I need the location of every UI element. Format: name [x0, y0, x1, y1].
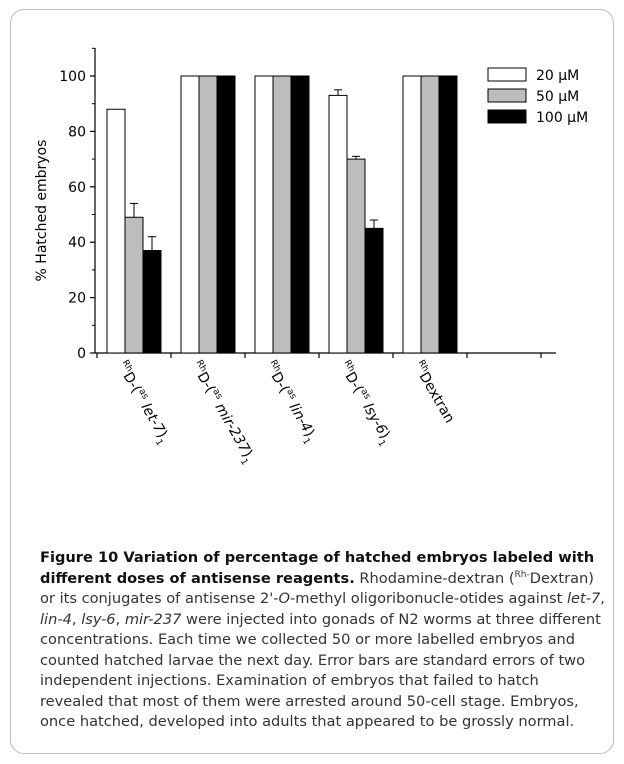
- bar-2-series-1: [272, 75, 292, 354]
- caption-gene-let7: let-7: [566, 590, 601, 607]
- bar-4-series-1: [420, 75, 440, 354]
- bar-2-series-0: [254, 75, 274, 354]
- caption-italic-o: O: [278, 590, 291, 607]
- caption-comma-3: ,: [115, 610, 125, 628]
- y-tick-label-20: 20: [68, 291, 86, 307]
- caption-gene-lin4: lin-4: [40, 610, 72, 628]
- bar-3-series-2: [364, 227, 384, 354]
- y-tick-label-60: 60: [68, 180, 86, 196]
- caption-text-3: -methyl oligoribonucle-otides against: [290, 590, 567, 607]
- bar-0-series-2: [142, 250, 162, 354]
- bar-2-series-2: [290, 75, 310, 354]
- bar-3-series-1: [346, 158, 366, 354]
- caption-text-4: were injected into gonads of N2 worms at…: [40, 610, 601, 731]
- x-tick-label-2: RhD-(as lin-4)1: [258, 359, 321, 447]
- y-tick-label-100: 100: [59, 69, 86, 85]
- figure-caption: Figure 10 Variation of percentage of hat…: [40, 548, 606, 733]
- bar-1-series-1: [198, 75, 218, 354]
- caption-comma-2: ,: [71, 610, 82, 628]
- caption-text-2: Dextran) or its conjugates of antisense …: [40, 569, 594, 608]
- legend-swatch-2: [487, 109, 527, 124]
- y-tick-label-0: 0: [77, 346, 86, 362]
- bar-0-series-0: [106, 108, 126, 354]
- x-tick-label-4: RhDextran: [410, 359, 459, 426]
- legend-swatch-0: [487, 67, 527, 82]
- legend-label-2: 100 μM: [536, 110, 588, 126]
- y-tick-label-40: 40: [68, 235, 86, 251]
- bar-4-series-0: [402, 75, 422, 354]
- caption-text-1: Rhodamine-dextran (: [354, 569, 515, 587]
- bar-chart: 0 20 40 60 80 100 % Hatched embryos RhD-(as let…: [34, 47, 588, 468]
- legend-label-0: 20 μM: [536, 68, 579, 84]
- x-tick-label-1: RhD-(as mir-237)1: [184, 359, 259, 468]
- legend-label-1: 50 μM: [536, 89, 579, 105]
- bar-1-series-2: [216, 75, 236, 354]
- figure-title: Figure 10 Variation of percentage of hat…: [40, 549, 595, 587]
- bar-1-series-0: [180, 75, 200, 354]
- caption-superscript: Rh-: [514, 569, 530, 580]
- caption-gene-lsy6: lsy-6: [81, 610, 116, 628]
- y-tick-label-80: 80: [68, 124, 86, 140]
- y-axis-label: % Hatched embryos: [34, 140, 50, 282]
- figure-frame: [10, 9, 614, 754]
- bar-3-series-0: [328, 94, 348, 354]
- bar-0-series-1: [124, 216, 144, 354]
- figure-title-period: .: [349, 569, 355, 587]
- x-tick-label-0: RhD-(as let-7)1: [110, 359, 174, 448]
- legend-swatch-1: [487, 88, 527, 103]
- x-tick-label-3: RhD-(as lsy-6)1: [332, 359, 396, 449]
- caption-comma-1: ,: [600, 590, 605, 607]
- bar-4-series-2: [438, 75, 458, 354]
- caption-gene-mir237: mir-237: [124, 610, 182, 628]
